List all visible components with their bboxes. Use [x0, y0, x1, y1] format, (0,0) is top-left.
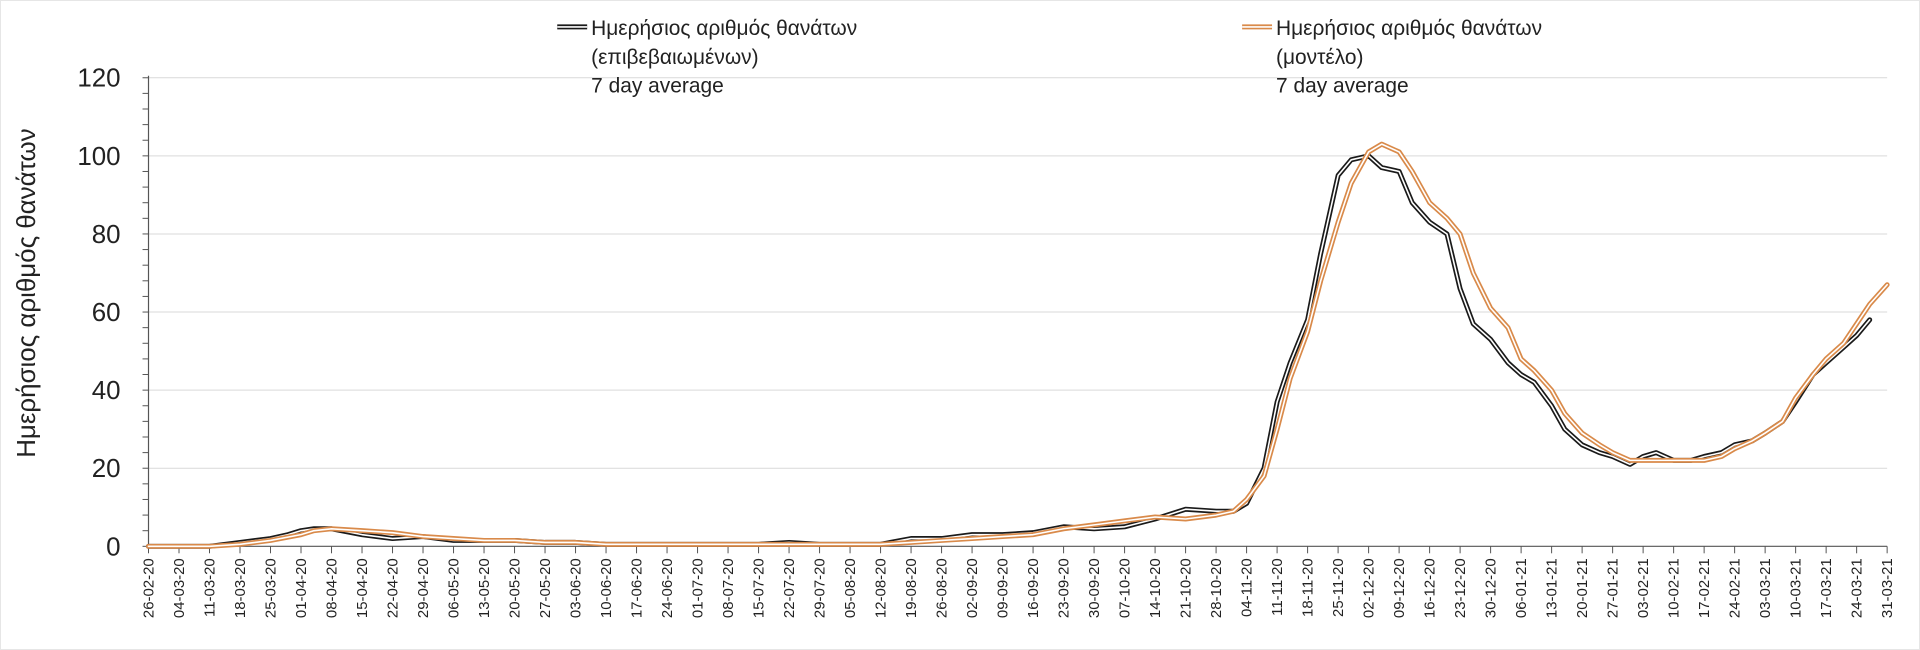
x-tick-label: 15-07-20 [751, 558, 768, 618]
x-tick-label: 13-01-21 [1544, 558, 1561, 618]
legend-label: (μοντέλο) [1276, 46, 1363, 69]
series-line-1 [146, 153, 1873, 549]
x-tick-label: 24-06-20 [659, 558, 676, 618]
x-tick-label: 21-10-20 [1178, 558, 1195, 618]
x-tick-label: 26-08-20 [934, 558, 951, 618]
y-tick-label: 20 [92, 455, 121, 483]
series-line-1-inner [147, 155, 1871, 548]
x-tick-label: 17-06-20 [629, 558, 646, 618]
x-tick-label: 10-06-20 [598, 558, 615, 618]
legend-label: Ημερήσιος αριθμός θανάτων [1276, 17, 1542, 40]
y-axis-title: Ημερήσιος αριθμός θανάτων [13, 128, 41, 457]
y-tick-label: 120 [77, 65, 120, 93]
series-line-2 [146, 141, 1890, 549]
x-tick-label: 14-10-20 [1147, 558, 1164, 618]
x-tick-label: 07-10-20 [1117, 558, 1134, 618]
x-tick-label: 01-07-20 [690, 558, 707, 618]
x-tick-label: 24-03-21 [1849, 558, 1866, 618]
x-tick-label: 12-08-20 [873, 558, 890, 618]
x-tick-label: 20-05-20 [507, 558, 524, 618]
legend-label: 7 day average [591, 75, 724, 98]
y-tick-label: 100 [77, 143, 120, 171]
gridlines [148, 77, 1888, 469]
y-tick-label: 40 [92, 377, 121, 405]
series-lines [146, 141, 1890, 549]
x-tick-label: 24-02-21 [1727, 558, 1744, 618]
x-tick-label: 30-09-20 [1086, 558, 1103, 618]
x-tick-label: 08-04-20 [324, 558, 341, 618]
x-tick-label: 13-05-20 [476, 558, 493, 618]
x-tick-label: 26-02-20 [140, 558, 157, 618]
x-tick-label: 18-11-20 [1300, 558, 1317, 617]
x-tick-label: 27-01-21 [1605, 558, 1622, 618]
x-tick-label: 22-07-20 [781, 558, 798, 618]
y-tick-label: 60 [92, 299, 121, 327]
x-tick-label: 03-03-21 [1757, 558, 1774, 618]
x-tick-label: 17-02-21 [1696, 558, 1713, 618]
x-tick-label: 29-07-20 [812, 558, 829, 618]
x-tick-label: 11-03-20 [201, 558, 218, 617]
x-tick-label: 03-02-21 [1635, 558, 1652, 618]
x-tick-label: 10-02-21 [1666, 558, 1683, 618]
x-tick-label: 22-04-20 [385, 558, 402, 618]
x-tick-label: 04-03-20 [171, 558, 188, 618]
x-tick-label: 06-01-21 [1513, 558, 1530, 618]
legend-label: (επιβεβαιωμένων) [591, 46, 758, 69]
y-tick-label: 0 [106, 533, 120, 561]
x-tick-label: 08-07-20 [720, 558, 737, 618]
series-line-2-inner [147, 143, 1888, 548]
x-tick-label: 02-09-20 [964, 558, 981, 618]
x-tick-label: 30-12-20 [1483, 558, 1500, 618]
x-tick-label: 06-05-20 [446, 558, 463, 618]
x-tick-label: 09-12-20 [1391, 558, 1408, 618]
legend: Ημερήσιος αριθμός θανάτων (επιβεβαιωμένων… [557, 17, 1542, 98]
x-tick-label: 05-08-20 [842, 558, 859, 618]
x-tick-label: 20-01-21 [1574, 558, 1591, 618]
x-tick-label: 09-09-20 [995, 558, 1012, 618]
x-tick-label: 19-08-20 [903, 558, 920, 618]
x-tick-label: 17-03-21 [1818, 558, 1835, 618]
x-tick-label: 02-12-20 [1361, 558, 1378, 618]
y-tick-label: 80 [92, 221, 121, 249]
x-tick-label: 01-04-20 [293, 558, 310, 618]
x-tick-label: 23-12-20 [1452, 558, 1469, 618]
x-tick-label: 10-03-21 [1788, 558, 1805, 618]
legend-label: Ημερήσιος αριθμός θανάτων [591, 17, 857, 40]
x-tick-label: 28-10-20 [1208, 558, 1225, 618]
x-tick-label: 23-09-20 [1056, 558, 1073, 618]
x-tick-label: 25-11-20 [1330, 558, 1347, 617]
x-tick-label: 18-03-20 [232, 558, 249, 618]
x-tick-label: 03-06-20 [568, 558, 585, 618]
x-tick-label: 25-03-20 [262, 558, 279, 618]
x-tick-label: 11-11-20 [1269, 558, 1286, 616]
x-tick-label: 15-04-20 [354, 558, 371, 618]
legend-label: 7 day average [1276, 75, 1409, 98]
x-tick-label: 31-03-21 [1879, 558, 1896, 618]
x-tick-label: 29-04-20 [415, 558, 432, 618]
x-tick-label: 04-11-20 [1239, 558, 1256, 617]
x-tick-label: 16-09-20 [1025, 558, 1042, 618]
axes: 0 20 40 60 80 100 120 26-02-20 04-03-20 11-03-20 1… [77, 65, 1896, 618]
x-tick-label: 27-05-20 [537, 558, 554, 618]
x-tick-label: 16-12-20 [1422, 558, 1439, 618]
